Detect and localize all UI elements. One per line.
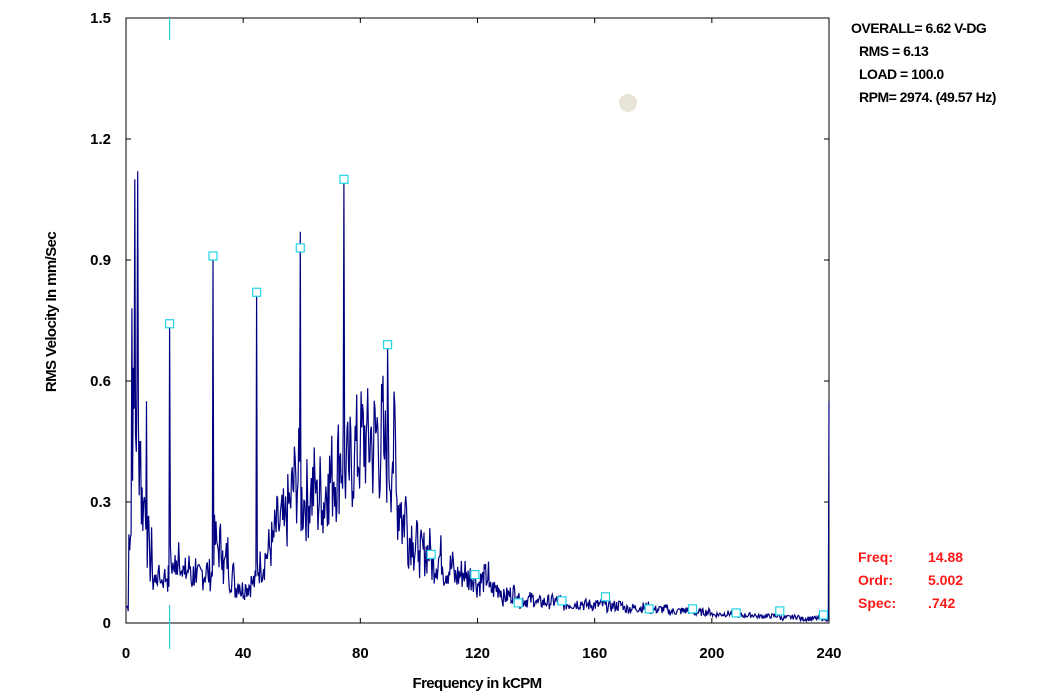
cursor-freq: Freq: 14.88 <box>858 549 963 565</box>
plot-frame <box>125 17 830 624</box>
harmonic-marker <box>600 592 611 602</box>
y-tick-label: 1.2 <box>90 131 111 148</box>
harmonic-marker <box>426 549 436 560</box>
harmonic-marker <box>339 174 349 184</box>
x-tick-label: 120 <box>465 645 490 662</box>
harmonic-marker <box>818 610 829 620</box>
y-tick-label: 0 <box>103 615 111 632</box>
rms-readout: RMS = 6.13 <box>859 43 929 59</box>
x-tick-label: 40 <box>235 645 252 662</box>
cursor-spec: Spec: .742 <box>858 595 955 611</box>
cursor-order-label: Ordr: <box>858 572 893 588</box>
y-tick-label: 0.3 <box>90 494 111 511</box>
spectrum-trace <box>125 171 830 623</box>
harmonic-marker <box>687 604 698 614</box>
indicator-dot <box>619 94 637 112</box>
y-tick-label: 0.9 <box>90 252 111 269</box>
harmonic-marker <box>557 596 567 606</box>
harmonic-marker <box>295 243 305 253</box>
overall-readout: OVERALL= 6.62 V-DG <box>851 20 987 36</box>
y-tick-label: 1.5 <box>90 10 111 27</box>
y-axis-title: RMS Velocity In mm/Sec <box>43 232 60 392</box>
harmonic-marker <box>775 606 785 616</box>
x-tick-label: 240 <box>816 645 841 662</box>
harmonic-marker <box>164 319 175 329</box>
y-axis: 0 0.3 0.6 0.9 1.2 1.5 <box>90 10 829 632</box>
harmonic-marker <box>252 287 262 297</box>
x-tick-label: 0 <box>122 645 130 662</box>
harmonic-marker <box>731 608 741 618</box>
x-tick-label: 160 <box>582 645 607 662</box>
harmonic-marker <box>208 251 218 261</box>
cursor-freq-value: 14.88 <box>928 549 964 565</box>
cursor-spec-value: .742 <box>928 595 956 611</box>
harmonic-marker <box>644 604 654 614</box>
x-axis-title: Frequency in kCPM <box>413 675 542 692</box>
cursor-freq-label: Freq: <box>858 549 893 565</box>
harmonic-marker <box>382 340 393 350</box>
x-axis: 0 40 80 120 160 200 240 <box>122 18 842 662</box>
x-tick-label: 200 <box>699 645 724 662</box>
cursor-spec-label: Spec: <box>858 595 897 611</box>
load-readout: LOAD = 100.0 <box>859 66 944 82</box>
cursor-order-value: 5.002 <box>928 572 964 588</box>
harmonic-marker <box>470 569 480 580</box>
harmonic-markers <box>164 174 829 620</box>
cursor-order: Ordr: 5.002 <box>858 572 963 588</box>
y-tick-label: 0.6 <box>90 373 111 390</box>
x-tick-label: 80 <box>352 645 369 662</box>
harmonic-marker <box>513 598 523 608</box>
rpm-readout: RPM= 2974. (49.57 Hz) <box>859 89 996 105</box>
